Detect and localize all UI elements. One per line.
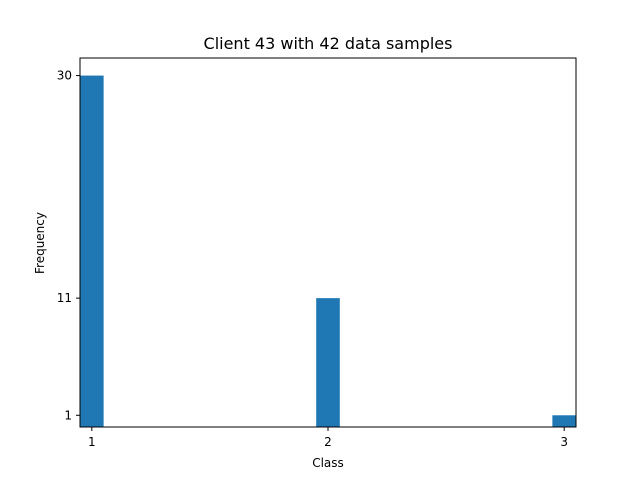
x-tick-label: 2 [324, 435, 332, 449]
bar-class-1 [80, 75, 104, 428]
plot-frame [79, 57, 577, 428]
x-axis-label: Class [312, 456, 344, 470]
chart-title: Client 43 with 42 data samples [204, 34, 453, 53]
y-tick-label: 30 [57, 69, 72, 83]
bars-group [80, 75, 576, 428]
y-tick-label: 11 [57, 291, 72, 305]
x-axis-ticks: 1 2 3 [88, 427, 568, 449]
x-tick-label: 1 [88, 435, 96, 449]
x-tick-label: 3 [560, 435, 568, 449]
y-tick-label: 1 [64, 408, 72, 422]
y-axis-label: Frequency [33, 212, 47, 274]
bar-class-3 [552, 415, 576, 427]
bar-class-2 [316, 298, 340, 427]
